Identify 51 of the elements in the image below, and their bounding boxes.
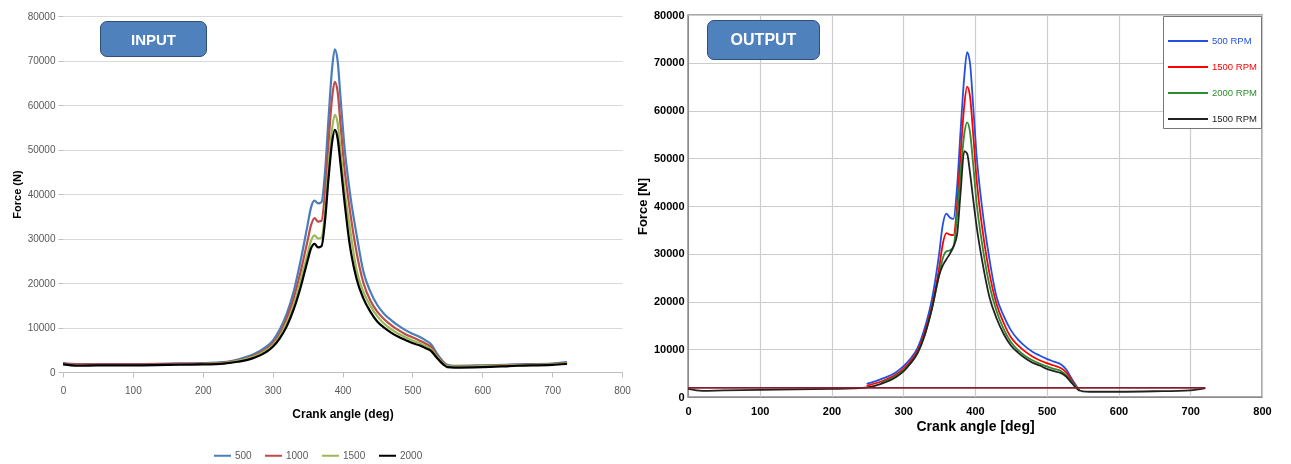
legend-label: 500 <box>235 449 253 461</box>
legend-label: 1000 <box>286 449 309 461</box>
y-tick-label: 40000 <box>653 199 685 212</box>
line-series <box>63 128 568 369</box>
x-axis-title: Crank angle (deg) <box>292 406 394 421</box>
y-tick-label: 70000 <box>27 55 56 66</box>
x-tick-label: 200 <box>194 384 213 396</box>
x-tick-label: 700 <box>1181 404 1200 417</box>
line-series <box>688 150 1206 393</box>
y-tick-label: 40000 <box>27 188 56 200</box>
x-tick-label: 800 <box>1253 404 1272 417</box>
legend-label: 2000 <box>400 449 423 461</box>
x-tick-label: 500 <box>1038 404 1057 417</box>
y-tick-label: 30000 <box>27 233 56 244</box>
x-tick-label: 400 <box>334 384 352 396</box>
y-tick-label: 60000 <box>653 104 685 116</box>
x-tick-label: 500 <box>404 384 422 396</box>
legend-label: 500 RPM <box>1212 35 1252 46</box>
x-tick-label: 300 <box>264 384 282 396</box>
x-tick-label: 100 <box>125 384 143 396</box>
y-tick-label: 50000 <box>27 144 56 155</box>
legend-label: 2000 RPM <box>1212 87 1257 98</box>
x-tick-label: 600 <box>1109 404 1129 417</box>
x-tick-label: 600 <box>474 384 492 396</box>
y-axis-title: Force [N] <box>634 177 650 236</box>
x-tick-label: 200 <box>822 404 842 417</box>
y-tick-label: 20000 <box>653 295 685 307</box>
text: OUTPUT <box>730 31 797 48</box>
y-tick-label: 50000 <box>653 151 685 164</box>
y-tick-label: 20000 <box>27 277 56 289</box>
y-tick-label: 10000 <box>653 342 685 355</box>
y-tick-label: 70000 <box>653 56 685 69</box>
x-axis-title: Crank angle [deg] <box>916 417 1035 434</box>
x-tick-label: 800 <box>614 384 632 396</box>
x-tick-label: 700 <box>544 384 562 396</box>
x-tick-label: 0 <box>60 384 67 396</box>
legend-label: 1500 <box>343 449 366 461</box>
y-tick-label: 80000 <box>653 8 685 21</box>
line-series <box>880 121 1080 392</box>
legend-label: 1500 RPM <box>1212 61 1257 72</box>
y-tick-label: 60000 <box>27 99 56 111</box>
x-tick-label: 400 <box>966 404 985 417</box>
y-tick-label: 10000 <box>27 322 56 333</box>
y-tick-label: 0 <box>49 366 56 378</box>
x-tick-label: 300 <box>894 404 913 417</box>
text: INPUT <box>131 30 176 48</box>
y-tick-label: 80000 <box>27 10 56 22</box>
legend-label: 1500 RPM <box>1212 113 1257 124</box>
y-tick-label: 30000 <box>653 247 685 260</box>
y-axis-title: Force (N) <box>10 170 23 219</box>
x-tick-label: 100 <box>751 404 770 417</box>
